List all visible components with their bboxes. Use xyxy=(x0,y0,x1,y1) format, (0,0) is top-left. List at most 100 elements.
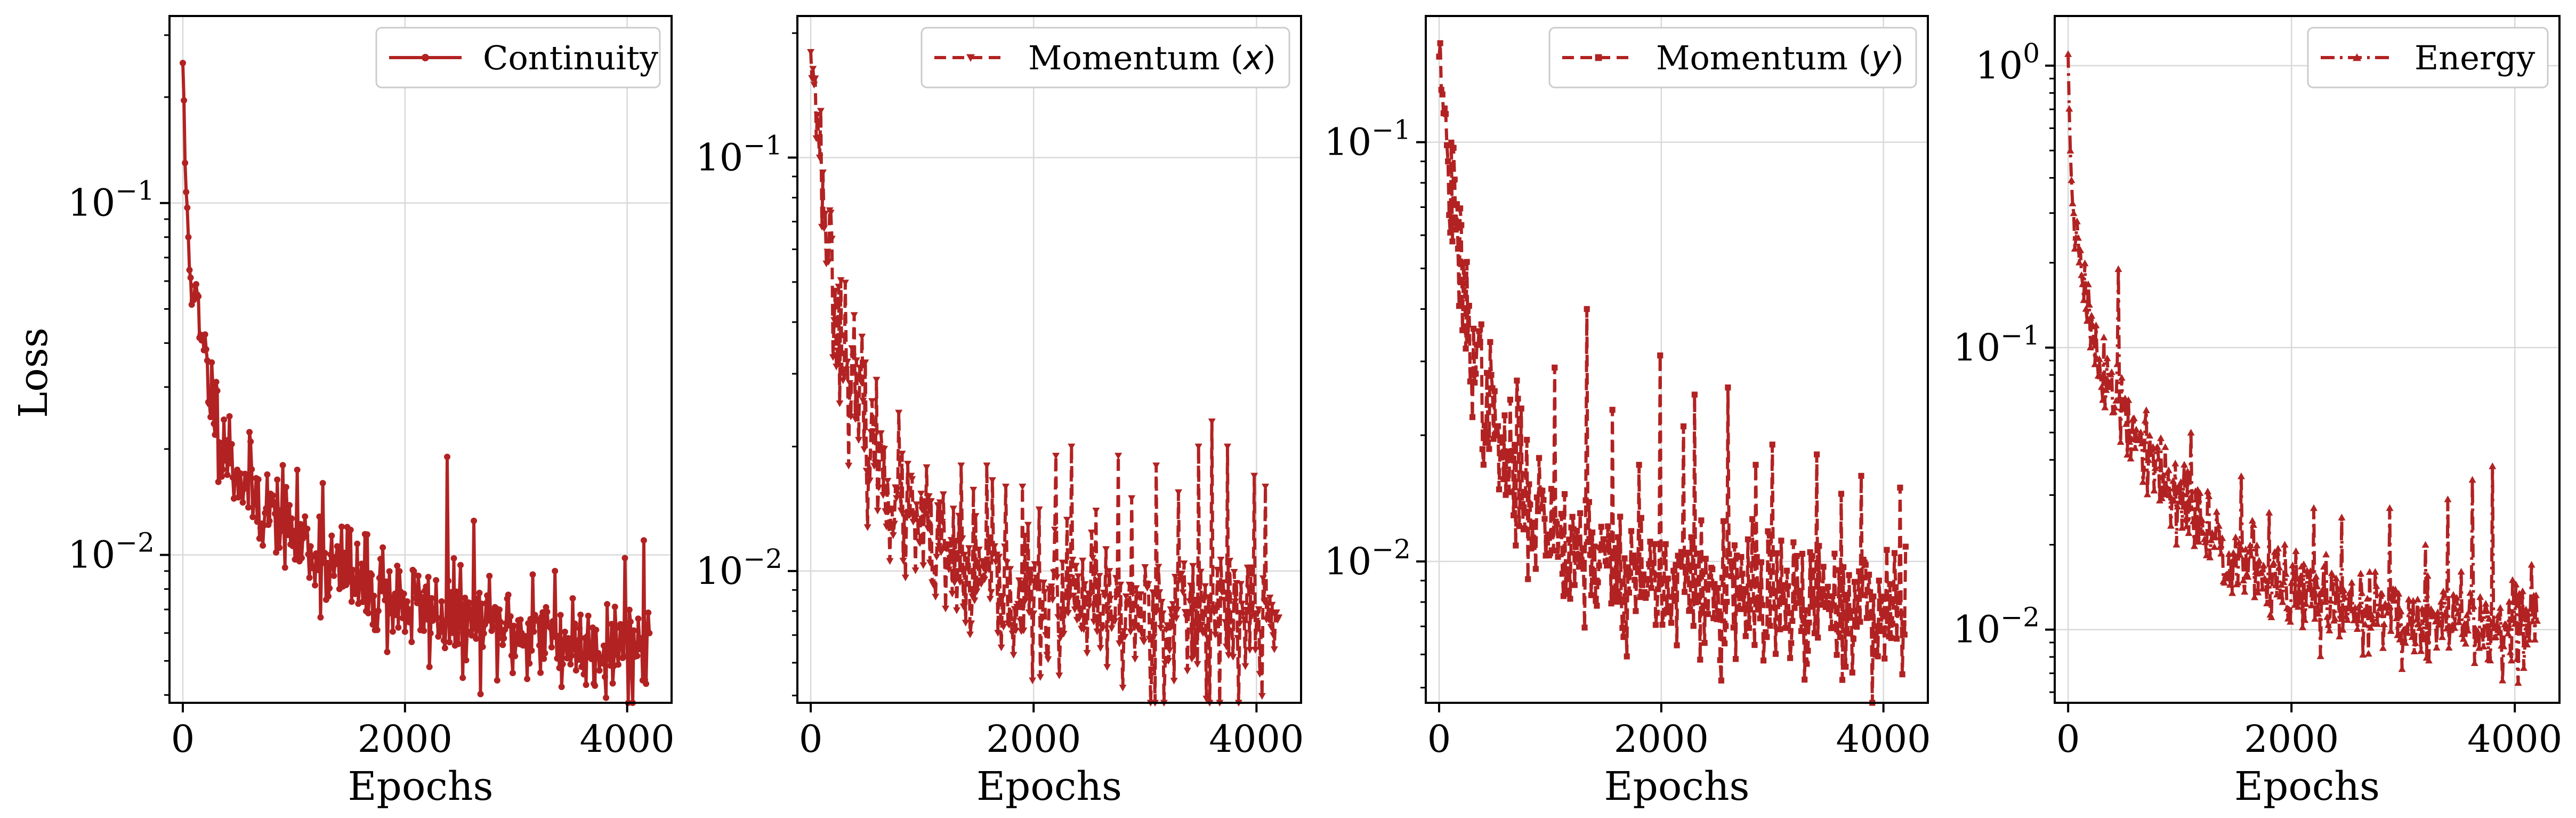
data-point xyxy=(2294,603,2302,610)
data-point xyxy=(2513,655,2521,662)
data-point xyxy=(1184,608,1192,616)
data-point xyxy=(1605,523,1611,530)
data-point xyxy=(1680,423,1687,430)
data-point xyxy=(1515,396,1521,402)
data-point xyxy=(2504,629,2512,637)
data-point xyxy=(2307,602,2315,608)
data-point xyxy=(605,646,612,653)
data-point xyxy=(1831,550,1838,557)
data-point xyxy=(1532,566,1539,572)
data-point xyxy=(606,655,613,662)
data-point xyxy=(1776,615,1782,621)
data-point xyxy=(1020,627,1028,635)
data-point xyxy=(881,446,889,453)
data-point xyxy=(1038,613,1046,621)
data-point xyxy=(2078,271,2086,278)
data-point xyxy=(569,595,576,602)
data-point xyxy=(1652,622,1659,628)
data-point xyxy=(1046,588,1054,595)
data-point xyxy=(228,440,235,447)
data-point xyxy=(1104,605,1112,613)
y-axis-label: Loss xyxy=(11,327,56,418)
data-point xyxy=(942,605,950,613)
data-point xyxy=(1829,593,1836,599)
data-point xyxy=(847,413,855,421)
data-point xyxy=(482,600,489,607)
data-point xyxy=(2142,406,2150,413)
series-markers xyxy=(180,60,653,706)
data-point xyxy=(1452,226,1459,233)
data-point xyxy=(968,593,976,600)
data-point xyxy=(1739,571,1746,577)
data-point xyxy=(2171,460,2179,467)
data-point xyxy=(1849,669,1855,676)
data-point xyxy=(1094,594,1102,601)
data-point xyxy=(580,671,587,678)
data-point xyxy=(433,577,440,584)
data-point xyxy=(1539,487,1546,494)
data-point xyxy=(2413,596,2421,603)
data-point xyxy=(2524,610,2532,617)
data-point xyxy=(997,644,1005,652)
data-point xyxy=(2167,522,2175,529)
data-point xyxy=(395,624,402,631)
data-point xyxy=(224,471,231,478)
data-point xyxy=(2137,428,2145,436)
data-point xyxy=(907,472,915,480)
data-point xyxy=(1847,614,1853,621)
data-point xyxy=(2123,451,2131,458)
data-point xyxy=(2364,649,2372,657)
data-point xyxy=(1526,481,1532,487)
data-point xyxy=(1558,511,1564,517)
data-point xyxy=(2392,586,2400,593)
data-point xyxy=(1766,539,1772,546)
data-point xyxy=(1193,661,1201,668)
data-point xyxy=(289,542,296,549)
data-point xyxy=(925,493,933,500)
data-point xyxy=(2185,529,2193,536)
data-point xyxy=(1850,636,1856,642)
data-point xyxy=(2527,560,2535,568)
data-point xyxy=(1501,412,1508,419)
legend-label-momentum-x: Momentum (x) xyxy=(1028,38,1276,77)
data-point xyxy=(405,611,412,617)
data-point xyxy=(988,477,996,484)
data-point xyxy=(821,211,829,218)
data-point xyxy=(1630,552,1637,559)
data-point xyxy=(958,535,966,542)
data-point xyxy=(1480,461,1487,468)
data-point xyxy=(1691,391,1698,398)
data-point xyxy=(1720,518,1727,524)
data-point xyxy=(2107,368,2115,375)
y-tick-label: 100 xyxy=(1975,38,2040,87)
data-point xyxy=(1064,610,1072,617)
data-point xyxy=(834,347,842,355)
data-point xyxy=(1750,597,1757,604)
data-point xyxy=(1248,613,1256,620)
data-point xyxy=(931,565,939,572)
data-point xyxy=(1092,507,1100,515)
data-point xyxy=(1759,602,1766,608)
data-point xyxy=(930,582,938,589)
data-point xyxy=(444,453,451,460)
y-tick-label: 10−2 xyxy=(1953,602,2040,652)
data-point xyxy=(1478,321,1484,327)
data-point xyxy=(1538,506,1545,512)
data-point xyxy=(613,652,620,659)
data-point xyxy=(1668,620,1675,626)
data-point xyxy=(1588,592,1595,598)
data-point xyxy=(2275,563,2283,571)
data-point xyxy=(937,549,945,556)
data-point xyxy=(1598,524,1604,530)
data-point xyxy=(479,644,486,651)
data-point xyxy=(2355,601,2363,608)
legend-box xyxy=(2307,27,2549,89)
data-point xyxy=(1258,693,1266,700)
x-tick-label: 4000 xyxy=(2467,717,2562,761)
data-point xyxy=(347,526,354,533)
data-point xyxy=(511,622,518,629)
data-point xyxy=(1884,547,1890,553)
data-point xyxy=(2417,647,2425,654)
data-point xyxy=(1702,556,1709,562)
data-point xyxy=(1900,620,1907,627)
